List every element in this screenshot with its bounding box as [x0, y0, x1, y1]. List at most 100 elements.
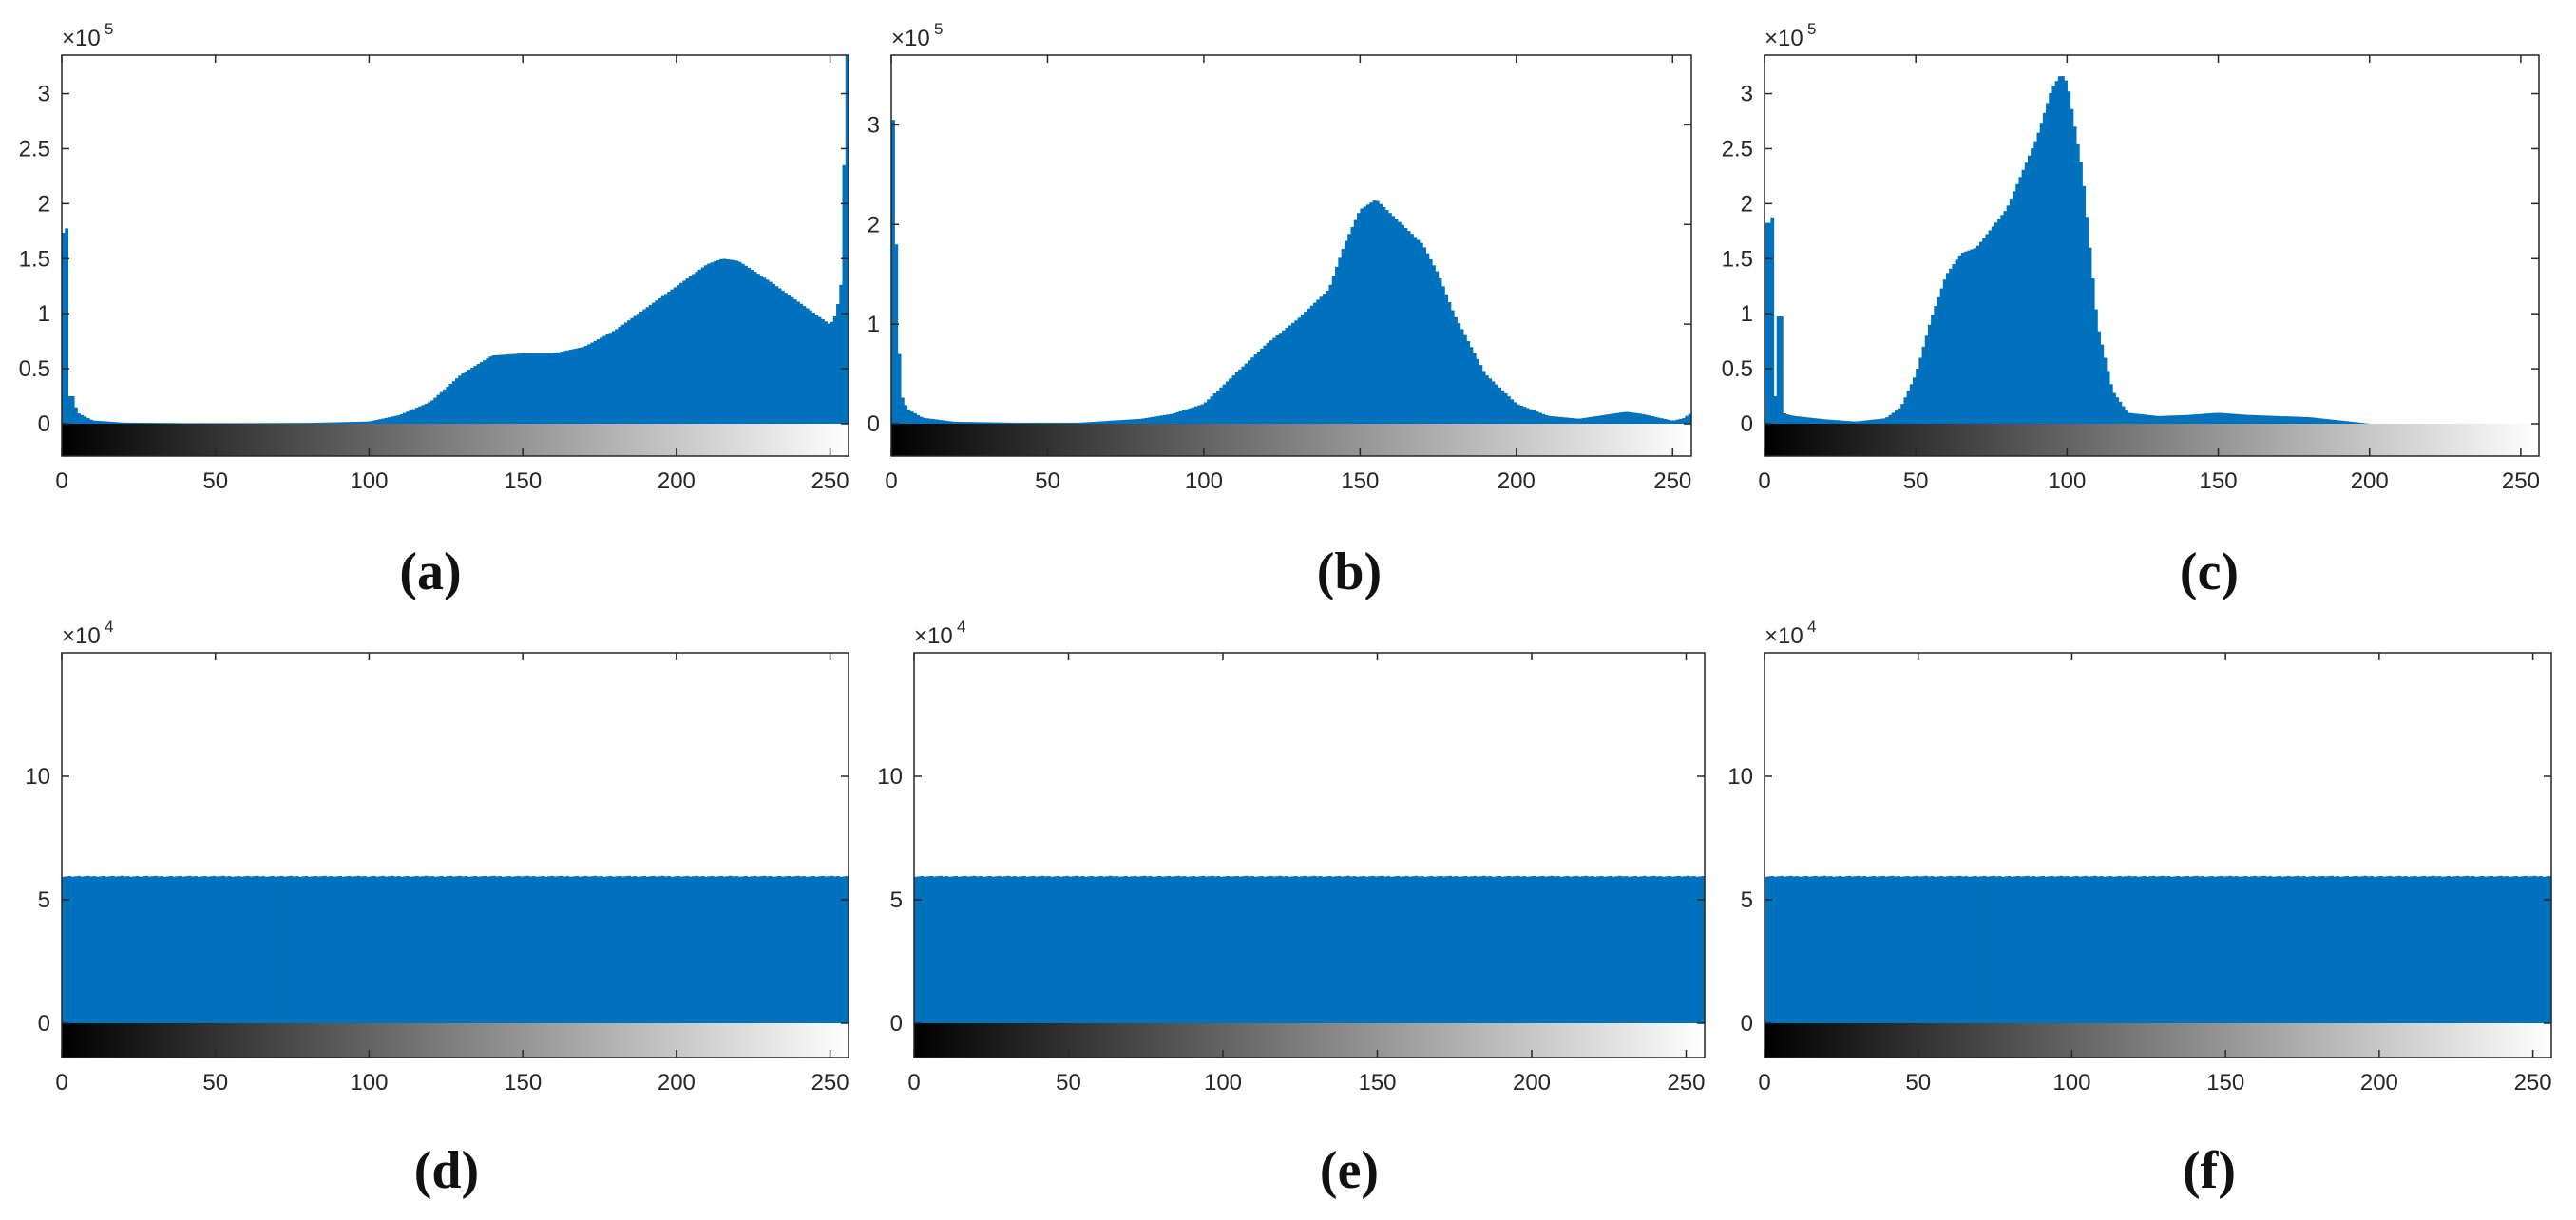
- histogram-bar: [1181, 410, 1186, 424]
- histogram-bar: [982, 876, 986, 1023]
- histogram-bar: [2443, 876, 2448, 1023]
- histogram-bar: [1535, 411, 1539, 424]
- histogram-bar: [2200, 413, 2204, 424]
- histogram-bar: [762, 277, 767, 424]
- histogram-bar: [2355, 875, 2358, 1023]
- histogram-bar: [316, 422, 321, 424]
- histogram-bar: [802, 306, 807, 424]
- histogram-bar: [234, 876, 238, 1023]
- histogram-bar: [384, 876, 389, 1023]
- histogram-bar: [648, 304, 653, 424]
- histogram-bar: [1991, 226, 1995, 424]
- y-tick-label: 5: [890, 887, 903, 913]
- histogram-bar: [2354, 422, 2358, 424]
- histogram-bar: [820, 318, 825, 424]
- histogram-bar: [1137, 418, 1142, 424]
- histogram-bar: [2391, 876, 2395, 1023]
- histogram-bar: [2031, 148, 2034, 424]
- histogram-bar: [1034, 876, 1039, 1023]
- histogram-bar: [476, 876, 481, 1023]
- histogram-bar: [2373, 876, 2377, 1023]
- histogram-bar: [277, 423, 281, 424]
- histogram-bar: [817, 876, 822, 1023]
- histogram-bar: [2037, 876, 2042, 1023]
- histogram-bar: [433, 397, 438, 424]
- histogram-bar: [172, 876, 177, 1023]
- histogram-bar: [655, 300, 659, 424]
- histogram-bar: [2146, 414, 2149, 424]
- histogram-bar: [660, 875, 665, 1023]
- histogram-bar: [1132, 419, 1136, 424]
- histogram-bar: [1059, 876, 1063, 1023]
- histogram-bar: [2293, 876, 2298, 1023]
- histogram-bar: [1139, 876, 1144, 1023]
- histogram-bar: [1038, 876, 1041, 1023]
- histogram-bar: [391, 416, 394, 424]
- histogram-bar: [135, 422, 140, 424]
- histogram-bar: [590, 876, 595, 1023]
- histogram-bar: [1603, 414, 1608, 424]
- histogram-bar: [1156, 415, 1161, 424]
- histogram-bar: [249, 423, 254, 424]
- axis-exponent-power: 5: [105, 20, 113, 38]
- histogram-bar: [1612, 876, 1616, 1023]
- histogram-bar: [1185, 409, 1190, 424]
- histogram-bar: [206, 423, 210, 424]
- histogram-bar: [2545, 876, 2549, 1023]
- histogram-bar: [964, 875, 967, 1023]
- histogram-bar: [458, 875, 463, 1023]
- histogram-bar: [1479, 365, 1483, 424]
- x-tick-label: 0: [885, 468, 897, 494]
- grayscale-colorbar: [62, 424, 849, 456]
- histogram-bar: [1535, 876, 1539, 1023]
- histogram-bar: [1170, 876, 1174, 1023]
- histogram-bar: [950, 421, 955, 424]
- histogram-bar: [1835, 876, 1840, 1023]
- histogram-bar: [811, 313, 816, 424]
- histogram-bar: [504, 354, 508, 424]
- histogram-bar: [2185, 414, 2189, 424]
- histogram-bar: [95, 876, 100, 1023]
- histogram-bar: [476, 364, 481, 424]
- histogram-bar: [1250, 357, 1255, 424]
- histogram-bar: [660, 295, 665, 424]
- histogram-bar: [2230, 413, 2235, 424]
- histogram-bar: [765, 279, 770, 424]
- histogram-bar: [2415, 876, 2420, 1023]
- histogram-bar: [547, 353, 551, 424]
- histogram-bar: [710, 262, 715, 424]
- histogram-bar: [1473, 875, 1478, 1023]
- x-tick-label: 50: [202, 1070, 228, 1096]
- histogram-bar: [1231, 375, 1236, 424]
- histogram-bar: [1094, 421, 1098, 424]
- histogram-bar: [1967, 876, 1972, 1023]
- histogram-bar: [2115, 397, 2120, 424]
- histogram-bar: [144, 875, 149, 1023]
- histogram-bar: [2395, 876, 2398, 1023]
- histogram-bar: [1119, 420, 1123, 424]
- histogram-bar: [759, 876, 764, 1023]
- histogram-bar: [1970, 876, 1975, 1023]
- histogram-bar: [458, 375, 463, 424]
- histogram-bar: [728, 875, 733, 1023]
- histogram-bar: [1359, 876, 1363, 1023]
- histogram-bar: [292, 423, 296, 424]
- histogram-bar: [1363, 206, 1367, 424]
- histogram-bar: [1939, 875, 1944, 1023]
- histogram-bar: [464, 371, 468, 424]
- histogram-bar: [424, 875, 429, 1023]
- histogram-bar: [181, 876, 185, 1023]
- histogram-bar: [1419, 242, 1423, 424]
- histogram-bar: [1867, 420, 1872, 424]
- histogram-bar: [1234, 372, 1239, 424]
- histogram-bar: [1559, 417, 1564, 424]
- histogram-bar: [2111, 876, 2116, 1023]
- histogram-bar: [65, 876, 69, 1023]
- histogram-bar: [2185, 875, 2189, 1023]
- histogram-bar: [1250, 876, 1255, 1023]
- histogram-bar: [347, 875, 352, 1023]
- histogram-bar: [1488, 876, 1493, 1023]
- histogram-bar: [1572, 876, 1576, 1023]
- histogram-bar: [1899, 876, 1904, 1023]
